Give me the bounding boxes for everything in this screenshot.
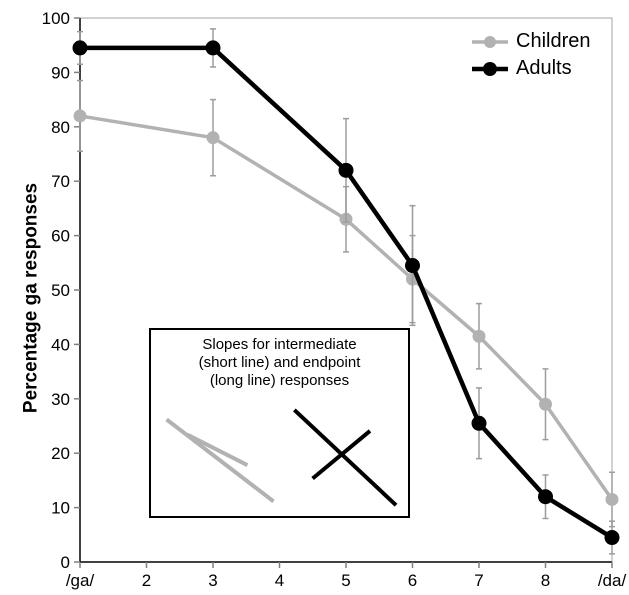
svg-text:/ga/: /ga/ <box>66 571 95 590</box>
inset-slopes <box>151 330 412 520</box>
svg-text:50: 50 <box>51 281 70 300</box>
svg-text:/da/: /da/ <box>598 571 627 590</box>
svg-text:6: 6 <box>408 571 417 590</box>
svg-text:3: 3 <box>208 571 217 590</box>
svg-text:2: 2 <box>142 571 151 590</box>
chart-container: Percentage ga responses 0 10 20 30 40 50 60 70 8… <box>0 0 629 595</box>
legend-label: Children <box>516 30 590 53</box>
legend-item: Children <box>470 30 590 53</box>
inset-box: Slopes for intermediate (short line) and… <box>149 328 410 518</box>
svg-text:0: 0 <box>61 553 70 572</box>
svg-text:100: 100 <box>42 9 70 28</box>
svg-text:7: 7 <box>474 571 483 590</box>
legend: Children Adults <box>470 30 590 84</box>
legend-swatch <box>470 32 510 52</box>
svg-text:5: 5 <box>341 571 350 590</box>
svg-text:90: 90 <box>51 63 70 82</box>
svg-text:10: 10 <box>51 499 70 518</box>
legend-label: Adults <box>516 57 572 80</box>
y-axis-label: Percentage ga responses <box>21 182 43 412</box>
svg-text:8: 8 <box>541 571 550 590</box>
svg-text:20: 20 <box>51 444 70 463</box>
svg-text:40: 40 <box>51 335 70 354</box>
legend-item: Adults <box>470 57 590 80</box>
legend-swatch <box>470 59 510 79</box>
svg-text:80: 80 <box>51 118 70 137</box>
svg-text:30: 30 <box>51 390 70 409</box>
svg-text:70: 70 <box>51 172 70 191</box>
svg-text:60: 60 <box>51 227 70 246</box>
svg-text:4: 4 <box>275 571 284 590</box>
